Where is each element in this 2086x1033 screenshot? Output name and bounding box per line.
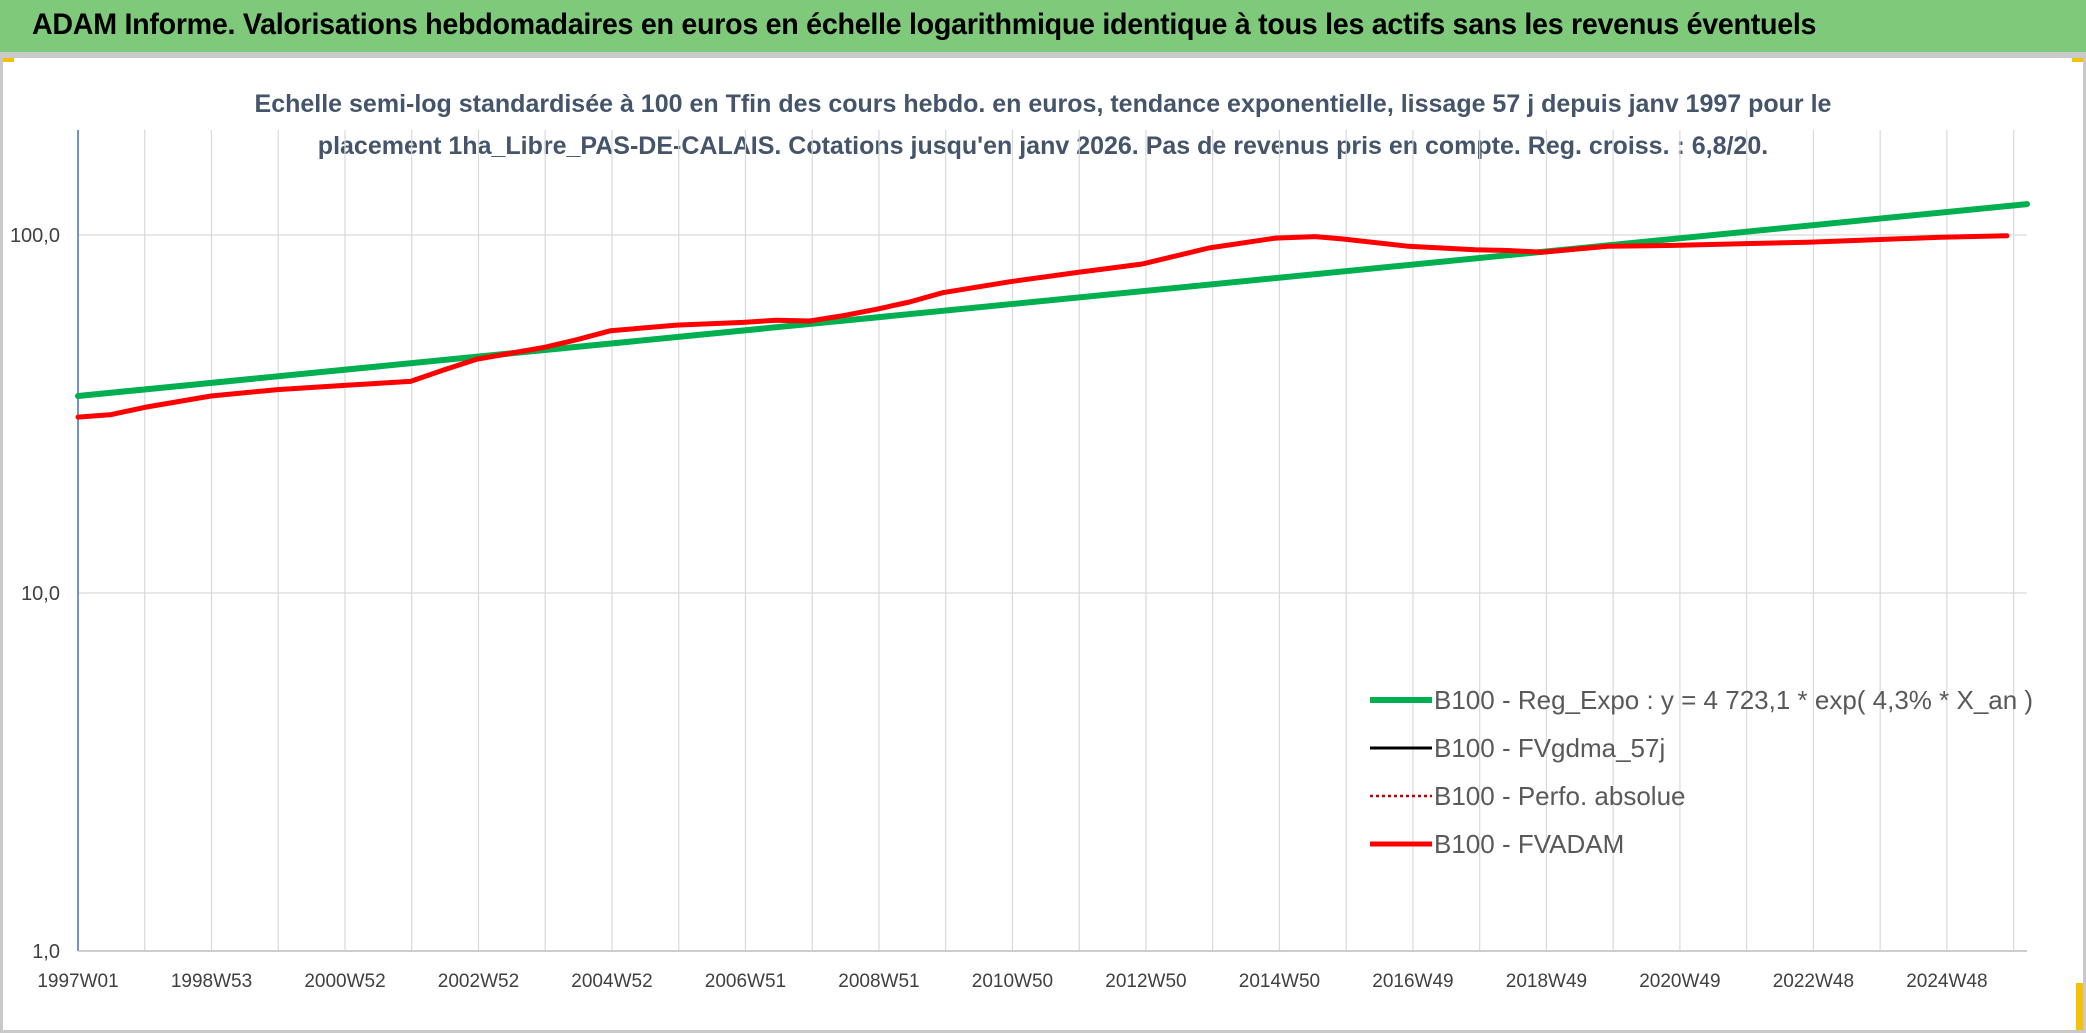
x-tick-label: 1998W53 (171, 971, 252, 992)
x-tick-label: 2002W52 (438, 971, 519, 992)
report-banner: ADAM Informe. Valorisations hebdomadaire… (0, 0, 2086, 52)
x-tick-label: 1997W01 (37, 971, 118, 992)
legend-label-0: B100 - Reg_Expo : y = 4 723,1 * exp( 4,3… (1434, 685, 2033, 715)
x-tick-label: 2004W52 (571, 971, 652, 992)
x-tick-label: 2024W48 (1906, 971, 1987, 992)
legend-label-1: B100 - FVgdma_57j (1434, 733, 1665, 763)
x-tick-label: 2018W49 (1506, 971, 1587, 992)
frame-corner-bottom-right (2076, 983, 2086, 1033)
x-tick-label: 2008W51 (838, 971, 919, 992)
chart-series (75, 201, 2030, 420)
report-title: ADAM Informe. Valorisations hebdomadaire… (32, 8, 1817, 41)
chart-axes: 1,0 10,0 100,0 1997W01 1998W53 2000W52 2002W52… (10, 130, 2027, 992)
y-tick-label: 10,0 (21, 583, 60, 605)
chart-subtitle-line1: Echelle semi-log standardisée à 100 en T… (255, 90, 1832, 118)
series-line-0 (75, 201, 2030, 399)
y-tick-label: 1,0 (32, 941, 60, 963)
chart-grid (77, 130, 2027, 952)
x-tick-label: 2010W50 (972, 971, 1053, 992)
x-tick-label: 2000W52 (304, 971, 385, 992)
chart-legend: B100 - Reg_Expo : y = 4 723,1 * exp( 4,3… (1370, 685, 2033, 859)
legend-label-3: B100 - FVADAM (1434, 829, 1624, 859)
x-tick-label: 2006W51 (705, 971, 786, 992)
y-tick-label: 100,0 (10, 225, 60, 247)
chart-subtitle-line2: placement 1ha_Libre_PAS-DE-CALAIS. Cotat… (318, 132, 1768, 160)
x-tick-label: 2012W50 (1105, 971, 1186, 992)
series-line-3 (75, 233, 2010, 420)
legend-label-2: B100 - Perfo. absolue (1434, 781, 1686, 811)
x-tick-label: 2014W50 (1239, 971, 1320, 992)
x-tick-label: 2016W49 (1372, 971, 1453, 992)
chart-frame (0, 52, 2086, 1033)
x-tick-label: 2020W49 (1639, 971, 1720, 992)
x-tick-label: 2022W48 (1773, 971, 1854, 992)
